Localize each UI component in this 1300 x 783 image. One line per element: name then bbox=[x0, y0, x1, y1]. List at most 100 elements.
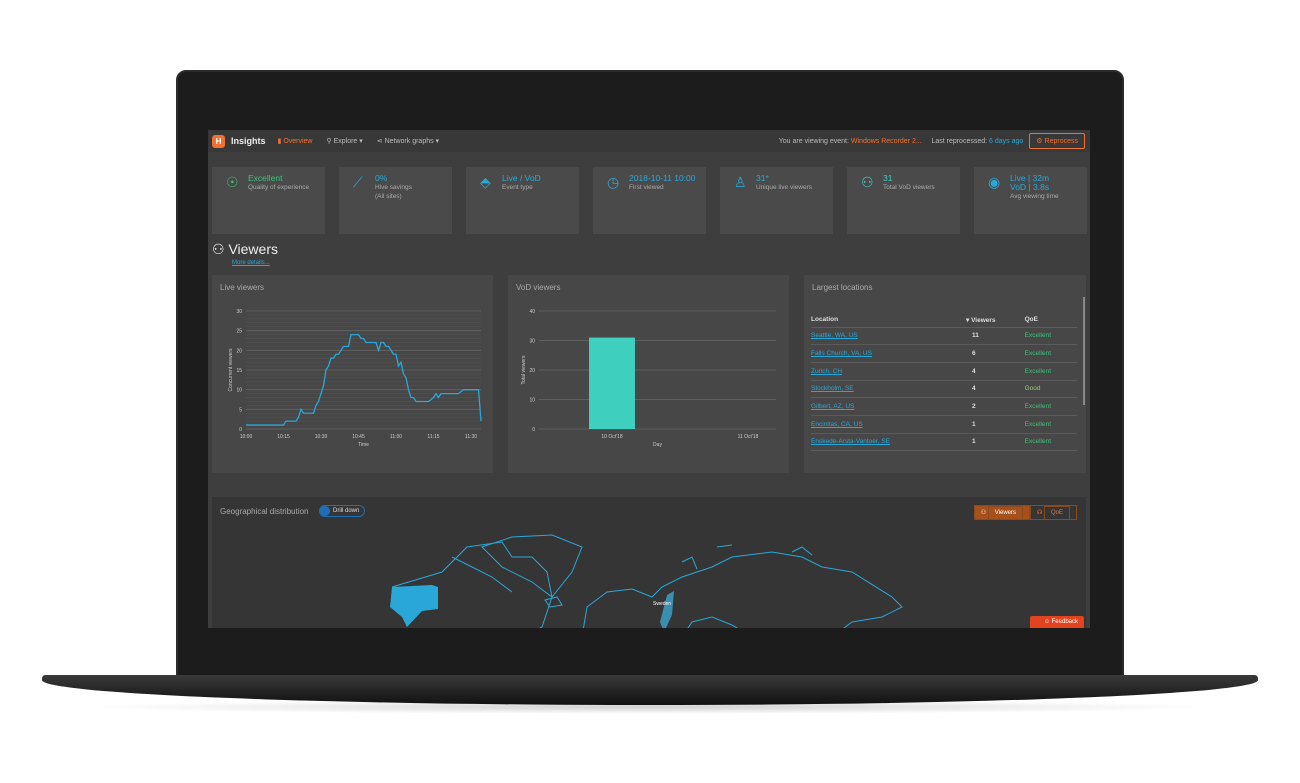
section-title-text: Viewers bbox=[228, 241, 278, 257]
qoe-mode-button[interactable]: ☊ QoE bbox=[1029, 505, 1077, 520]
x-tick-label: 10:15 bbox=[277, 434, 290, 440]
viewers-cell: 1 bbox=[966, 415, 1025, 434]
stat-value: Excellent bbox=[248, 173, 283, 183]
x-tick-label: 10:45 bbox=[352, 434, 365, 440]
y-tick-label: 10 bbox=[236, 388, 242, 394]
stat-card: ⟋ 0% Hive savings (All sites) bbox=[339, 167, 452, 234]
map-mode-switch: ⚇ Viewers ☊ QoE bbox=[973, 505, 1077, 520]
world-map[interactable]: Sweden bbox=[212, 497, 1086, 628]
drill-down-toggle[interactable]: Drill down bbox=[319, 505, 365, 517]
reprocess-button[interactable]: ⚙ Reprocess bbox=[1029, 133, 1085, 149]
nav-explore-label: Explore ▾ bbox=[333, 138, 363, 145]
location-cell[interactable]: Zurich, CH bbox=[811, 362, 966, 381]
location-cell[interactable]: Falls Church, VA, US bbox=[811, 344, 966, 363]
location-cell[interactable]: Gilbert, AZ, US bbox=[811, 397, 966, 416]
laptop-shadow bbox=[80, 700, 1220, 714]
col-qoe[interactable]: QoE bbox=[1024, 313, 1077, 328]
stat-card: ◉ Live | 32m VoD | 3.8s Avg viewing time bbox=[974, 167, 1087, 234]
x-tick-label: 11:00 bbox=[390, 434, 402, 440]
event-name[interactable]: Windows Recorder 2... bbox=[850, 137, 922, 145]
top-nav: H Insights ▮ Overview ⚲ Explore ▾ ⋖ Netw… bbox=[208, 130, 1090, 152]
y-tick-label: 10 bbox=[529, 398, 535, 404]
viewing-label: You are viewing event: bbox=[778, 137, 849, 145]
y-tick-label: 15 bbox=[236, 368, 242, 374]
location-cell[interactable]: Seattle, WA, US bbox=[811, 327, 966, 346]
qoe-cell: Excellent bbox=[1024, 344, 1077, 363]
stat-card: ☉ Excellent Quality of experience bbox=[212, 167, 325, 234]
brand[interactable]: Insights bbox=[231, 136, 266, 146]
table-row[interactable]: Seattle, WA, US 11 Excellent bbox=[811, 327, 1077, 346]
nav-overview[interactable]: ▮ Overview bbox=[277, 138, 313, 145]
reprocess-label: Reprocess bbox=[1044, 138, 1078, 145]
users-icon: ⚇ bbox=[861, 174, 874, 190]
table-row[interactable]: Gilbert, AZ, US 2 Excellent bbox=[811, 397, 1077, 416]
qoe-cell: Excellent bbox=[1024, 415, 1077, 434]
feedback-label: Feedback bbox=[1051, 619, 1078, 625]
table-row[interactable]: Zurich, CH 4 Excellent bbox=[811, 362, 1077, 381]
locations-panel: Largest locations Location ▾ Viewers QoE… bbox=[804, 275, 1086, 473]
stat-card: ♙ 31* Unique live viewers bbox=[720, 167, 833, 234]
map-arctic-islands bbox=[681, 544, 813, 570]
col-location[interactable]: Location bbox=[811, 313, 966, 328]
table-row[interactable]: Falls Church, VA, US 6 Excellent bbox=[811, 344, 1077, 363]
location-link[interactable]: Zurich, CH bbox=[811, 367, 843, 375]
stat-value: Live | 32m bbox=[1010, 173, 1050, 183]
location-cell[interactable]: Enskede-Arsta-Vantoer, SE bbox=[811, 433, 966, 452]
y-tick-label: 20 bbox=[236, 348, 242, 354]
location-cell[interactable]: Stockholm, SE bbox=[811, 380, 966, 399]
y-tick-label: 0 bbox=[532, 427, 535, 433]
locations-table: Location ▾ Viewers QoE Seattle, WA, US 11… bbox=[811, 313, 1077, 452]
live-viewers-title: Live viewers bbox=[220, 283, 265, 292]
col-viewers[interactable]: ▾ Viewers bbox=[966, 313, 1025, 328]
logo[interactable]: H bbox=[212, 134, 225, 148]
viewers-mode-button[interactable]: ⚇ Viewers bbox=[973, 505, 1030, 520]
map-label-sweden: Sweden bbox=[653, 601, 671, 607]
viewers-cell: 4 bbox=[966, 380, 1025, 399]
location-link[interactable]: Gilbert, AZ, US bbox=[811, 403, 855, 411]
x-tick-label: 11:30 bbox=[465, 434, 477, 440]
qoe-cell: Excellent bbox=[1024, 397, 1077, 416]
qoe-mode-label: QoE bbox=[1043, 506, 1070, 520]
map-sweden-highlighted bbox=[660, 591, 674, 628]
geo-title: Geographical distribution bbox=[220, 507, 309, 516]
location-link[interactable]: Falls Church, VA, US bbox=[811, 350, 872, 358]
app-screen: H Insights ▮ Overview ⚲ Explore ▾ ⋖ Netw… bbox=[208, 130, 1090, 628]
qoe-cell: Excellent bbox=[1024, 327, 1077, 346]
map-alaska-highlighted bbox=[390, 585, 438, 627]
table-row[interactable]: Encinitas, CA, US 1 Excellent bbox=[811, 415, 1077, 434]
more-details-link[interactable]: More details... bbox=[232, 260, 270, 266]
table-row[interactable]: Stockholm, SE 4 Good bbox=[811, 380, 1077, 399]
y-tick-label: 20 bbox=[529, 368, 535, 374]
stat-label-2: (All sites) bbox=[375, 193, 402, 200]
qoe-cell: Excellent bbox=[1024, 362, 1077, 381]
toggle-knob bbox=[320, 506, 330, 516]
stat-card: ⬘ Live / VoD Event type bbox=[466, 167, 579, 234]
x-axis-label: Time bbox=[358, 442, 369, 448]
feedback-button[interactable]: ☺ Feedback bbox=[1029, 616, 1084, 628]
y-tick-label: 0 bbox=[239, 427, 242, 433]
location-link[interactable]: Encinitas, CA, US bbox=[811, 420, 863, 428]
nav-explore[interactable]: ⚲ Explore ▾ bbox=[326, 138, 363, 145]
y-axis-label: Concurrent viewers bbox=[228, 348, 234, 392]
location-link[interactable]: Stockholm, SE bbox=[811, 385, 854, 393]
eye-icon: ◉ bbox=[988, 174, 1001, 190]
stat-value: 0% bbox=[375, 173, 388, 183]
location-link[interactable]: Seattle, WA, US bbox=[811, 332, 858, 340]
location-cell[interactable]: Encinitas, CA, US bbox=[811, 415, 966, 434]
location-link[interactable]: Enskede-Arsta-Vantoer, SE bbox=[811, 438, 891, 446]
y-tick-label: 40 bbox=[529, 309, 535, 315]
stat-value: 31 bbox=[883, 173, 893, 183]
table-row[interactable]: Enskede-Arsta-Vantoer, SE 1 Excellent bbox=[811, 433, 1077, 452]
y-tick-label: 5 bbox=[239, 407, 242, 413]
stat-label: First viewed bbox=[629, 184, 664, 191]
stat-label: Hive savings bbox=[375, 184, 412, 191]
locations-title: Largest locations bbox=[812, 283, 873, 292]
y-tick-label: 30 bbox=[236, 309, 242, 315]
x-axis-label: Day bbox=[653, 442, 662, 448]
vod-bar bbox=[589, 337, 635, 429]
nav-network-graphs[interactable]: ⋖ Network graphs ▾ bbox=[376, 138, 440, 145]
scrollbar[interactable] bbox=[1083, 297, 1085, 405]
stat-label: Total VoD viewers bbox=[883, 184, 935, 191]
stat-value: 31* bbox=[756, 173, 769, 183]
stat-card: ⚇ 31 Total VoD viewers bbox=[847, 167, 960, 234]
